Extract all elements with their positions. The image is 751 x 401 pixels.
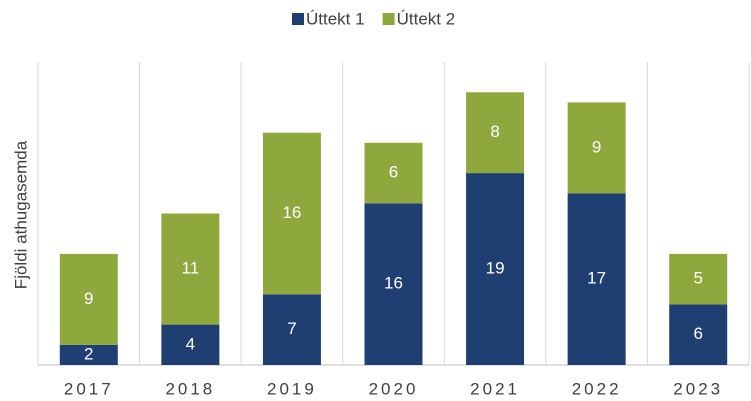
bar-segment <box>466 173 525 365</box>
bar-segment <box>567 102 626 194</box>
bar-segment <box>669 304 728 365</box>
x-tick-label: 2019 <box>267 379 317 398</box>
bar-segment <box>161 324 220 365</box>
bar-segment <box>567 193 626 365</box>
data-label: 17 <box>587 269 606 288</box>
data-label: 7 <box>287 319 296 338</box>
legend-swatch <box>382 13 395 25</box>
data-label: 9 <box>592 137 601 156</box>
y-axis-label: Fjöldi athugasemda <box>11 140 30 289</box>
legend-label: Úttekt 1 <box>306 9 365 28</box>
data-label: 16 <box>384 274 403 293</box>
x-tick-label: 2018 <box>165 379 215 398</box>
bar-segment <box>59 253 118 345</box>
x-tick-label: 2023 <box>673 379 723 398</box>
data-label: 5 <box>693 269 702 288</box>
bar-segment <box>262 294 321 365</box>
data-label: 11 <box>182 259 200 278</box>
data-label: 16 <box>282 203 301 222</box>
bar-segment <box>364 203 423 365</box>
bar-segment <box>364 142 423 204</box>
data-label: 8 <box>490 122 499 141</box>
x-tick-label: 2021 <box>470 379 520 398</box>
bar-segment <box>59 344 118 365</box>
data-label: 19 <box>486 259 505 278</box>
x-tick-label: 2022 <box>572 379 622 398</box>
bar-segment <box>262 132 321 295</box>
x-tick-label: 2020 <box>369 379 419 398</box>
data-label: 6 <box>389 163 398 182</box>
legend-label: Úttekt 2 <box>397 9 456 28</box>
data-label: 9 <box>84 289 93 308</box>
data-label: 2 <box>84 344 93 363</box>
bar-segment <box>669 253 728 305</box>
x-tick-label: 2017 <box>64 379 114 398</box>
data-label: 6 <box>693 324 702 343</box>
data-label: 4 <box>186 334 195 353</box>
bar-segment <box>466 92 525 174</box>
legend-swatch <box>292 13 304 25</box>
bar-segment <box>161 213 220 325</box>
